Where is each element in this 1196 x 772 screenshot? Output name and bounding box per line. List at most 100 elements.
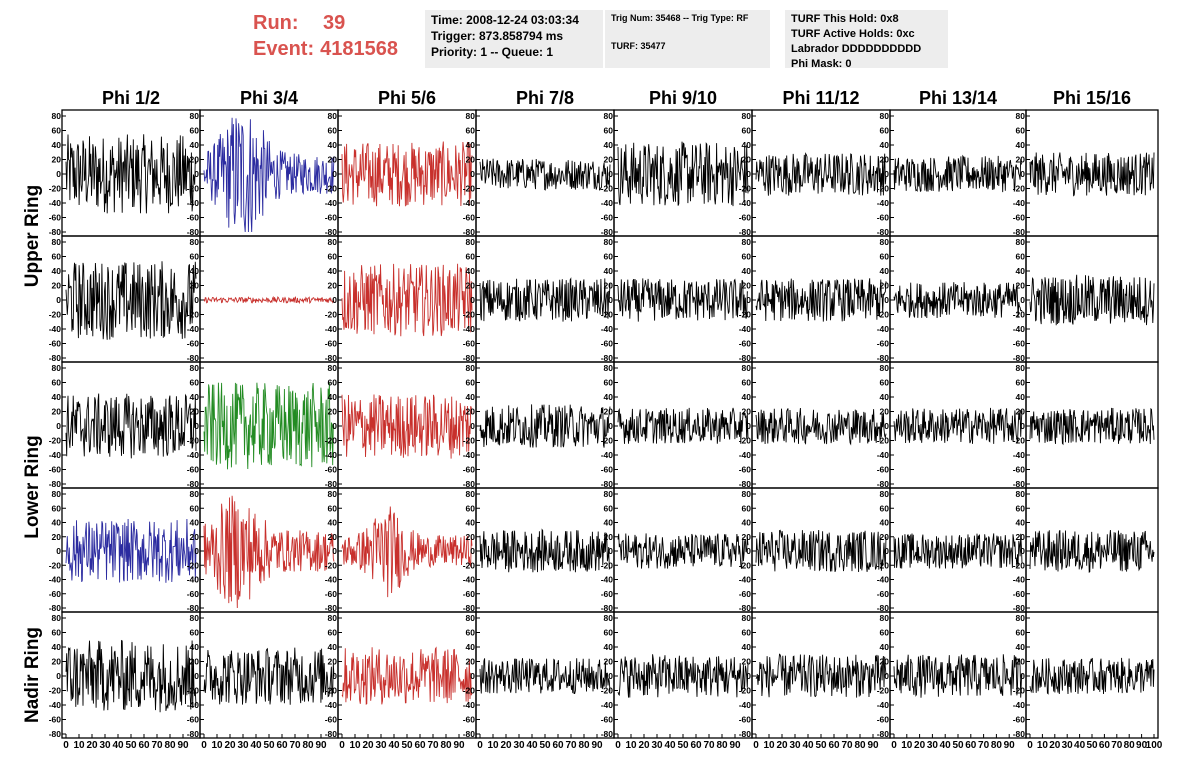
x-tick-label: 0 [615,740,621,751]
y-tick-label: 40 [328,518,338,528]
waveform-trace [479,158,611,191]
y-tick-label: -80 [187,353,200,363]
y-tick-label: -80 [1013,479,1026,489]
y-tick-label: 40 [1016,518,1026,528]
y-tick-label: 40 [190,392,200,402]
y-tick-label: -20 [1013,560,1026,570]
y-tick-label: 60 [604,503,614,513]
y-tick-label: -60 [877,465,890,475]
y-tick-label: -60 [739,339,752,349]
y-tick-label: 0 [608,169,613,179]
y-tick-label: 80 [1016,237,1026,247]
y-tick-label: 40 [604,642,614,652]
x-tick-label: 70 [427,740,439,751]
y-tick-label: -40 [739,324,752,334]
y-tick-label: 80 [52,489,62,499]
y-tick-label: -20 [739,310,752,320]
x-tick-label: 50 [815,740,827,751]
y-tick-label: -80 [463,479,476,489]
y-tick-label: -80 [49,479,62,489]
y-tick-label: -60 [325,589,338,599]
y-tick-label: -80 [877,353,890,363]
y-tick-label: 0 [1020,546,1025,556]
x-tick-label: 40 [940,740,952,751]
phi-column-title: Phi 13/14 [919,88,997,108]
y-tick-label: -20 [325,560,338,570]
y-tick-label: 80 [742,237,752,247]
x-tick-label: 70 [978,740,990,751]
x-tick-label: 90 [867,740,879,751]
y-tick-label: 20 [604,407,614,417]
y-tick-label: 40 [880,266,890,276]
y-tick-label: 40 [328,140,338,150]
y-tick-label: -60 [187,213,200,223]
waveform-trace [893,533,1023,569]
y-tick-label: 0 [746,546,751,556]
waveform-trace [65,261,197,340]
y-tick-label: 60 [466,126,476,136]
y-tick-label: -20 [187,184,200,194]
time-info-box: Time: 2008-12-24 03:03:34 Trigger: 873.8… [425,10,603,68]
x-tick-label: 90 [1004,740,1016,751]
y-tick-label: 0 [194,169,199,179]
waveform-trace [341,646,473,705]
y-tick-label: -60 [877,339,890,349]
y-tick-label: 0 [470,295,475,305]
x-tick-label: 50 [1086,740,1098,751]
y-tick-label: 80 [880,237,890,247]
x-tick-label: 40 [1074,740,1086,751]
y-tick-label: 60 [604,126,614,136]
phi-column-title: Phi 7/8 [516,88,574,108]
y-tick-label: 0 [746,169,751,179]
x-tick-label: 60 [552,740,564,751]
waveform-trace [617,278,749,322]
x-tick-label: 0 [753,740,759,751]
x-tick-label: 80 [164,740,176,751]
y-tick-label: 40 [466,392,476,402]
y-tick-label: -80 [325,479,338,489]
y-tick-label: -40 [187,575,200,585]
y-tick-label: 0 [746,421,751,431]
y-tick-label: -20 [49,310,62,320]
y-tick-label: 20 [742,155,752,165]
y-tick-label: -40 [1013,575,1026,585]
y-tick-label: -80 [463,729,476,739]
waveform-trace [893,654,1023,698]
y-tick-label: 0 [56,421,61,431]
y-tick-label: 0 [332,546,337,556]
turf-text: TURF: 35477 [611,41,666,51]
y-tick-label: 60 [466,503,476,513]
x-tick-label: 30 [99,740,111,751]
y-tick-label: 60 [742,628,752,638]
y-tick-label: 60 [1016,126,1026,136]
y-tick-label: 0 [56,671,61,681]
y-tick-label: 0 [56,546,61,556]
y-tick-label: -80 [463,603,476,613]
y-tick-label: 60 [328,378,338,388]
y-tick-label: 20 [1016,155,1026,165]
ring-label: Lower Ring [22,435,43,538]
y-tick-label: 40 [742,392,752,402]
y-tick-label: 60 [52,503,62,513]
trigger-text: Trigger: 873.858794 ms [431,29,564,43]
x-tick-label: 40 [388,740,400,751]
y-tick-label: 0 [1020,169,1025,179]
y-tick-label: -60 [877,213,890,223]
x-tick-label: 30 [237,740,249,751]
x-tick-label: 20 [776,740,788,751]
y-tick-label: 0 [194,671,199,681]
y-tick-label: 60 [328,503,338,513]
y-tick-label: -60 [739,589,752,599]
y-tick-label: 40 [52,642,62,652]
y-tick-label: 20 [52,281,62,291]
y-tick-label: 20 [52,532,62,542]
x-tick-label: 60 [828,740,840,751]
y-tick-label: 40 [466,518,476,528]
y-tick-label: 20 [880,155,890,165]
y-tick-label: 80 [1016,489,1026,499]
y-tick-label: 80 [190,237,200,247]
y-tick-label: -40 [325,324,338,334]
y-tick-label: 40 [604,266,614,276]
y-tick-label: -20 [601,560,614,570]
y-tick-label: 80 [466,613,476,623]
